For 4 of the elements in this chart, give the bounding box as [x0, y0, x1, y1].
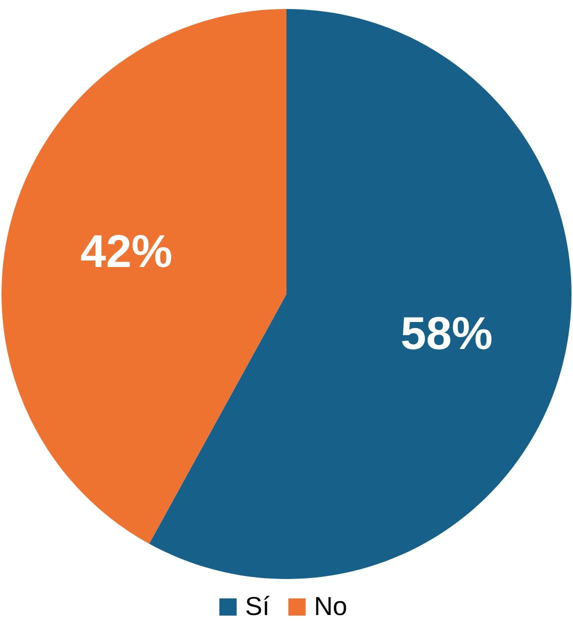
- legend-label: No: [314, 591, 348, 621]
- data-label: 58%: [400, 307, 493, 360]
- legend-label: Sí: [245, 591, 270, 621]
- data-label: 42%: [80, 224, 172, 277]
